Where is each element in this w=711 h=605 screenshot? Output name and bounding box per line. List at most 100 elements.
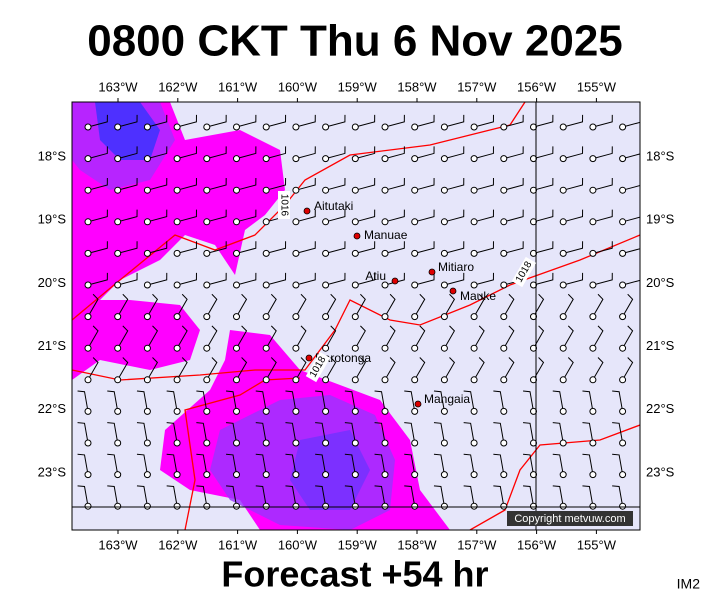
- wind-barb: [562, 293, 574, 317]
- wind-station: [351, 344, 359, 352]
- wind-station: [470, 407, 478, 415]
- wind-station: [351, 281, 359, 289]
- wind-station: [470, 439, 478, 447]
- wind-station: [619, 376, 627, 384]
- wind-barb: [374, 453, 386, 475]
- wind-barb: [77, 485, 89, 507]
- wind-station: [262, 407, 270, 415]
- wind-barb: [147, 146, 168, 160]
- wind-barb: [285, 422, 297, 444]
- isobar-label-group: 1016: [278, 191, 290, 219]
- wind-barb: [117, 241, 138, 254]
- wind-barb: [136, 390, 148, 412]
- place-label: Rarotonga: [315, 351, 371, 365]
- wind-station: [589, 344, 597, 352]
- wind-station: [351, 502, 359, 510]
- wind-station: [619, 344, 627, 352]
- wind-barb: [563, 209, 584, 223]
- wind-barb: [87, 114, 108, 128]
- wind-station: [114, 281, 122, 289]
- wind-station: [143, 313, 151, 321]
- image-id: IM2: [677, 576, 701, 592]
- wind-station: [619, 313, 627, 321]
- wind-station: [203, 249, 211, 257]
- wind-station: [262, 313, 270, 321]
- wind-barb: [582, 390, 594, 412]
- wind-barb: [592, 241, 613, 254]
- wind-barb: [147, 272, 168, 286]
- wind-station: [500, 502, 508, 510]
- wind-barb: [344, 390, 356, 412]
- wind-barb: [236, 272, 257, 286]
- wind-barb: [592, 114, 613, 128]
- wind-station: [381, 502, 389, 510]
- lon-label: 158°W: [397, 79, 437, 94]
- wind-station: [440, 313, 448, 321]
- wind-barb: [295, 293, 307, 317]
- wind-station: [470, 186, 478, 194]
- wind-barb: [562, 357, 574, 381]
- wind-barb: [493, 453, 505, 475]
- wind-barb: [592, 293, 604, 317]
- wind-station: [381, 186, 389, 194]
- wind-station: [351, 249, 359, 257]
- lon-label: 159°W: [338, 537, 378, 552]
- wind-barb: [206, 209, 227, 223]
- wind-barb: [87, 209, 108, 223]
- wind-barb: [315, 422, 327, 444]
- lat-label: 18°S: [646, 148, 675, 163]
- place-label: Mangaia: [424, 392, 470, 406]
- wind-barb: [226, 422, 237, 444]
- wind-station: [322, 502, 330, 510]
- wind-station: [440, 218, 448, 226]
- wind-station: [322, 218, 330, 226]
- wind-barb: [354, 325, 366, 349]
- wind-barb: [622, 325, 634, 349]
- wind-barb: [117, 293, 129, 317]
- wind-station: [559, 471, 567, 479]
- wind-barb: [265, 357, 277, 381]
- wind-barb: [196, 453, 208, 475]
- wind-station: [143, 376, 151, 384]
- wind-barb: [622, 357, 634, 381]
- wind-barb: [166, 390, 178, 412]
- lon-label: 158°W: [397, 537, 437, 552]
- wind-station: [500, 186, 508, 194]
- wind-barb: [176, 357, 188, 381]
- wind-station: [589, 439, 597, 447]
- wind-barb: [622, 121, 640, 128]
- wind-station: [292, 123, 300, 131]
- wind-station: [233, 407, 240, 415]
- wind-barb: [265, 325, 277, 349]
- place-label: Mitiaro: [438, 260, 474, 274]
- place-label: Aitutaki: [314, 199, 353, 213]
- wind-barb: [147, 209, 168, 223]
- wind-station: [589, 155, 597, 163]
- wind-barb: [414, 241, 435, 254]
- wind-station: [322, 281, 330, 289]
- wind-station: [351, 155, 359, 163]
- wind-barb: [533, 272, 554, 286]
- lon-label: 159°W: [338, 79, 378, 94]
- place-marker: [353, 232, 361, 240]
- wind-station: [559, 313, 567, 321]
- wind-barb: [146, 325, 159, 349]
- wind-station: [351, 123, 359, 131]
- place-marker: [303, 207, 311, 215]
- wind-station: [114, 218, 122, 226]
- wind-barb: [295, 357, 307, 381]
- wind-station: [381, 249, 389, 257]
- lat-label: 19°S: [38, 212, 67, 227]
- wind-barb: [355, 114, 376, 128]
- isobar-label-bg: [305, 351, 331, 383]
- precip-area: [72, 300, 200, 380]
- wind-barbs: [77, 114, 640, 510]
- wind-station: [292, 344, 300, 352]
- wind-barb: [196, 422, 208, 444]
- wind-barb: [77, 390, 89, 412]
- wind-station: [203, 186, 211, 194]
- wind-barb: [503, 325, 515, 349]
- wind-station: [589, 313, 597, 321]
- wind-station: [292, 249, 300, 257]
- wind-barb: [612, 485, 624, 507]
